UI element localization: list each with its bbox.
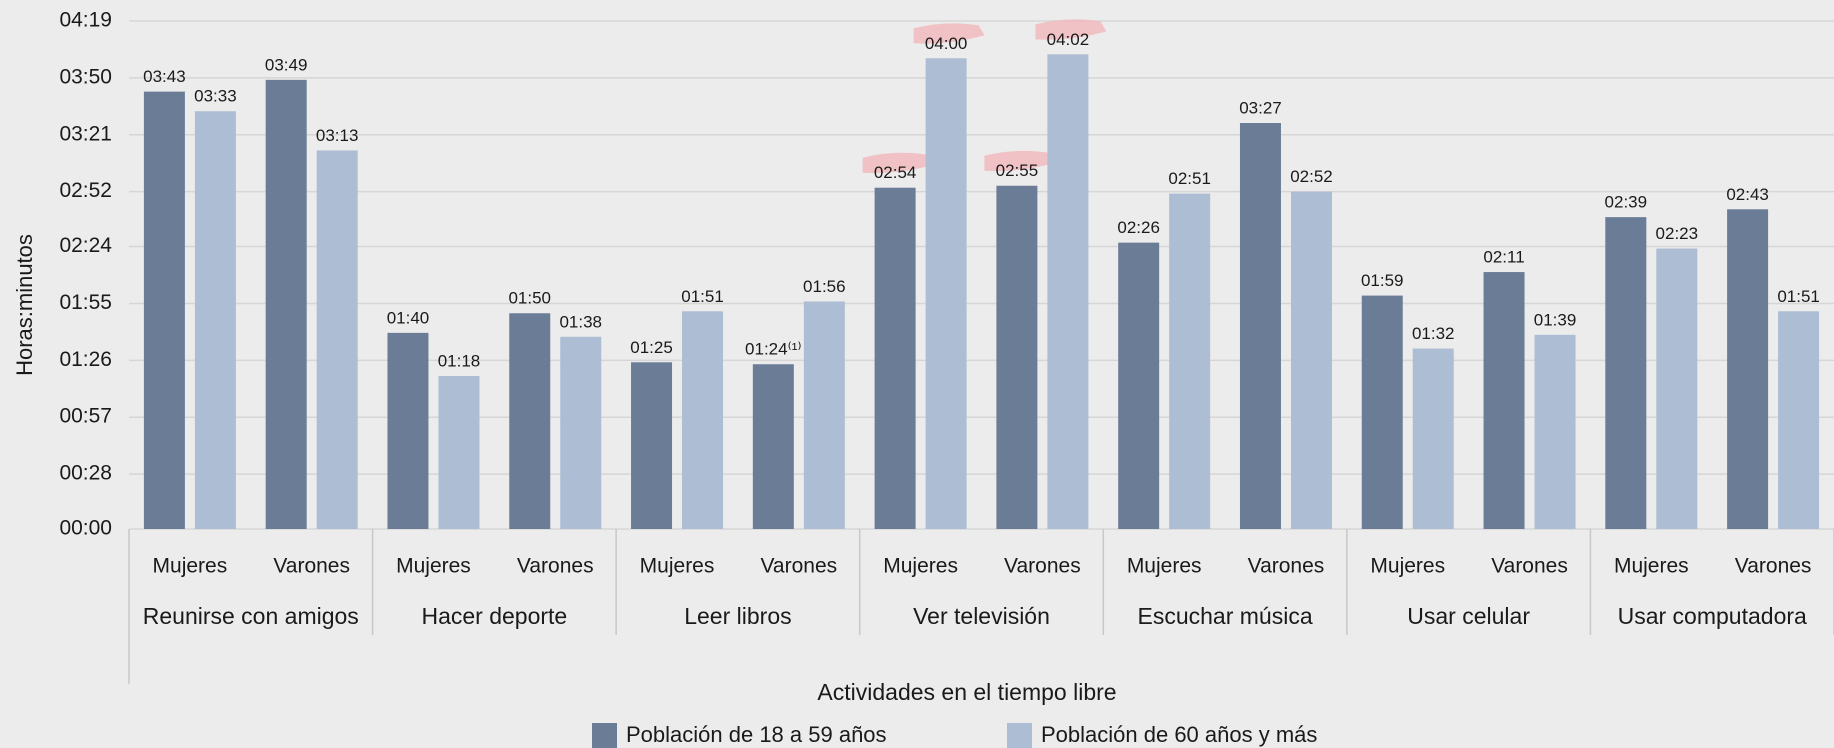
data-label: 01:50 [508,289,551,308]
group-label: Escuchar música [1138,603,1313,629]
bar [682,311,724,529]
y-tick-label: 04:19 [59,9,112,32]
bar [1118,242,1160,529]
bar [996,185,1038,529]
bar [509,313,551,529]
bar [874,187,916,529]
y-tick-label: 03:50 [59,65,112,88]
data-label: 02:43 [1726,185,1769,204]
x-tick-label: Mujeres [1614,555,1689,578]
group-label: Usar computadora [1618,603,1807,629]
data-label: 01:59 [1361,271,1404,290]
y-tick-label: 03:21 [59,122,112,145]
bar [316,150,358,530]
y-tick-label: 01:26 [59,348,112,371]
data-label: 01:25 [630,338,673,357]
legend-label: Población de 60 años y más [1041,722,1317,747]
bar [1290,191,1332,529]
data-label: 01:56 [803,277,846,296]
x-tick-label: Mujeres [640,555,715,578]
data-label: 02:54 [874,163,917,182]
data-label: 01:38 [559,312,602,331]
x-tick-label: Mujeres [1370,555,1445,578]
data-label: 02:11 [1483,248,1524,267]
x-axis-title: Actividades en el tiempo libre [817,679,1116,705]
data-label: 01:18 [438,351,481,370]
bar [560,336,602,529]
data-label: 04:00 [925,34,968,53]
x-tick-label: Varones [1248,555,1325,578]
bar [803,301,845,529]
bar [1169,193,1211,530]
bar [194,111,236,529]
legend-swatch [1007,723,1032,748]
legend-label: Población de 18 a 59 años [626,722,887,747]
x-tick-label: Varones [1735,555,1812,578]
data-label: 03:13 [316,126,359,145]
bar [925,58,967,529]
group-label: Leer libros [684,603,791,629]
label-highlight [1035,19,1107,40]
data-label: 01:32 [1412,324,1455,343]
x-tick-label: Varones [517,555,594,578]
bar [438,376,480,529]
label-highlight [984,150,1056,172]
data-label: 01:39 [1534,310,1577,329]
group-label: Usar celular [1407,603,1530,629]
bar [1727,209,1769,529]
bar [387,332,429,529]
data-label: 03:43 [143,67,186,86]
y-tick-label: 01:55 [59,291,112,314]
data-label: 02:51 [1168,169,1211,188]
y-axis-title: Horas:minutos [12,234,37,376]
bar [1239,122,1281,529]
data-label: 02:23 [1656,224,1699,243]
y-tick-label: 00:57 [59,405,112,428]
x-tick-label: Varones [1491,555,1568,578]
bar [1361,295,1403,529]
group-label: Hacer deporte [421,603,567,629]
data-label: 02:55 [996,161,1039,180]
data-label: 03:49 [265,55,308,74]
x-tick-label: Varones [273,555,350,578]
bar [1605,217,1647,530]
data-label: 02:26 [1117,218,1160,237]
data-label: 02:52 [1290,167,1333,186]
y-tick-label: 02:24 [59,234,112,257]
bar [1656,248,1698,529]
x-tick-label: Mujeres [1127,555,1202,578]
bar [1483,272,1525,529]
bar [1412,348,1454,529]
group-label: Reunirse con amigos [143,603,359,629]
y-tick-label: 02:52 [59,179,112,202]
data-label: 02:39 [1605,193,1648,212]
data-label: 01:24⁽¹⁾ [745,340,802,359]
group-label: Ver televisión [913,603,1050,629]
y-tick-label: 00:00 [59,517,112,540]
data-label: 04:02 [1047,30,1090,49]
data-label: 01:40 [387,308,430,327]
legend-swatch [592,723,617,748]
bar [1047,54,1089,529]
y-tick-label: 00:28 [59,462,112,485]
x-tick-label: Mujeres [396,555,471,578]
data-label: 01:51 [1777,287,1820,306]
bar [1534,334,1576,529]
label-highlight [862,152,934,174]
data-label: 03:27 [1239,98,1282,117]
bar [1778,311,1820,529]
bar [631,362,673,529]
data-label: 03:33 [194,87,237,106]
x-tick-label: Varones [1004,555,1081,578]
bar [265,79,307,529]
x-tick-label: Varones [760,555,837,578]
label-highlight [913,23,985,44]
bar [752,364,794,529]
x-tick-label: Mujeres [153,555,228,578]
data-label: 01:51 [681,287,724,306]
x-tick-label: Mujeres [883,555,958,578]
bar [143,91,185,529]
